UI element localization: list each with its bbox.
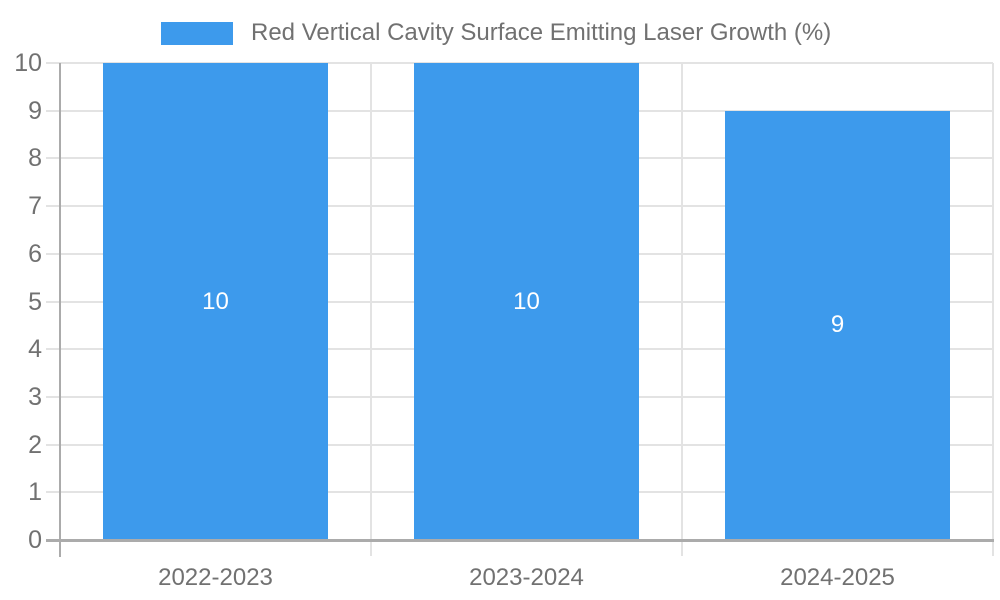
y-axis-tick-label: 8: [28, 144, 42, 173]
y-axis-line: [59, 63, 61, 557]
y-axis-tick-label: 3: [28, 382, 42, 411]
x-axis-category-label: 2022-2023: [158, 564, 273, 591]
y-axis-tick-label: 7: [28, 192, 42, 221]
x-axis-category-label: 2024-2025: [780, 564, 895, 591]
legend-series-label: Red Vertical Cavity Surface Emitting Las…: [251, 19, 832, 46]
bar-2022-2023[interactable]: [103, 63, 328, 540]
legend[interactable]: Red Vertical Cavity Surface Emitting Las…: [161, 20, 831, 46]
category-boundary-gridline: [992, 63, 994, 556]
category-boundary-gridline: [370, 63, 372, 556]
x-axis-category-label: 2023-2024: [469, 564, 584, 591]
bar-2023-2024[interactable]: [414, 63, 639, 540]
x-axis-line: [46, 539, 994, 542]
y-axis-tick-label: 6: [28, 239, 42, 268]
y-axis-tick-label: 1: [28, 478, 42, 507]
y-axis-tick-label: 5: [28, 287, 42, 316]
bar-value-label: 10: [202, 287, 229, 315]
category-boundary-gridline: [681, 63, 683, 556]
y-axis-tick-label: 2: [28, 430, 42, 459]
y-axis-tick-label: 4: [28, 335, 42, 364]
y-axis-tick-label: 0: [28, 526, 42, 554]
y-axis-tick-label: 9: [28, 96, 42, 125]
y-axis-tick-label: 10: [14, 49, 42, 77]
legend-swatch: [161, 21, 233, 45]
bar-value-label: 9: [830, 311, 845, 339]
bar-value-label: 10: [513, 287, 540, 315]
bar-2024-2025[interactable]: [725, 110, 950, 540]
